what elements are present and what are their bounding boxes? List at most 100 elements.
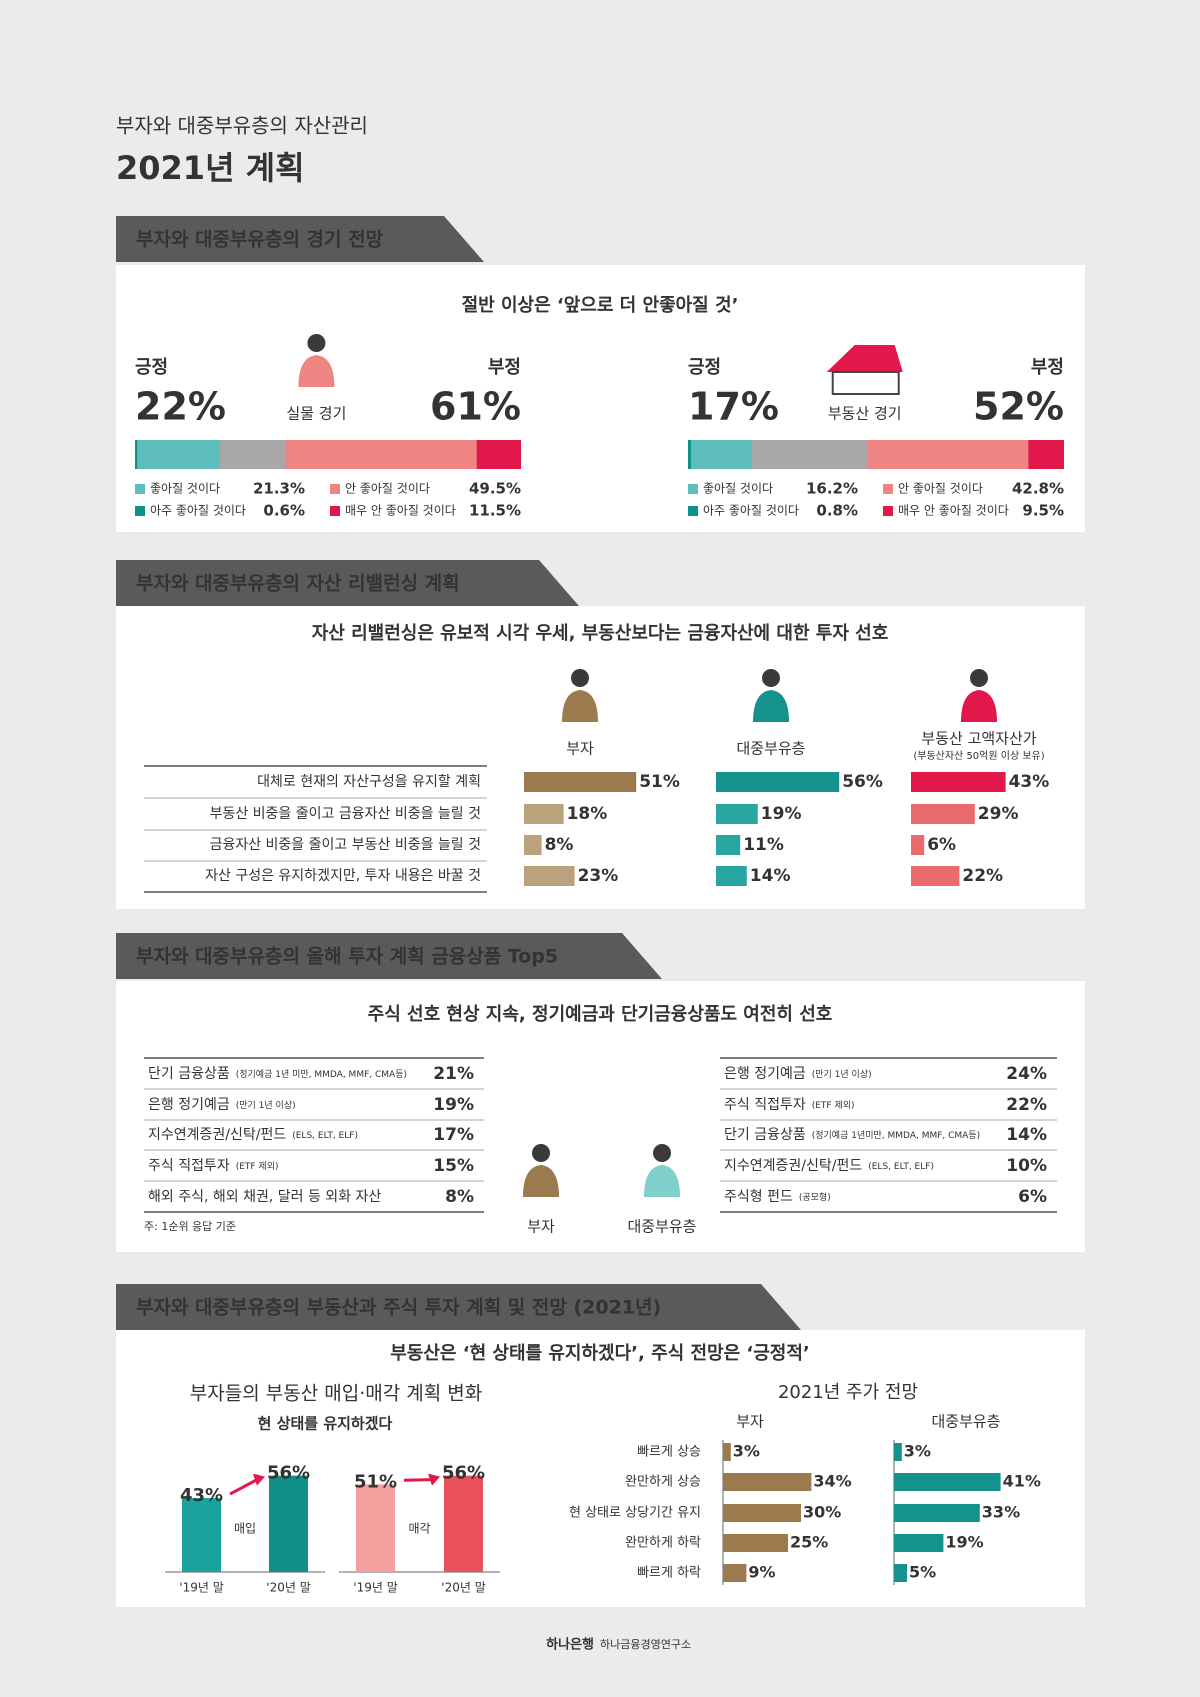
- icon: [762, 669, 780, 687]
- legend-value: 0.8%: [816, 502, 858, 520]
- bar-label: 51%: [639, 772, 680, 792]
- legend-swatch: [883, 484, 893, 494]
- bar: [894, 1504, 980, 1522]
- bar-label: 14%: [750, 866, 791, 886]
- legend-value: 49.5%: [469, 480, 521, 498]
- icon: [571, 669, 589, 687]
- item-value: 10%: [1006, 1156, 1047, 1176]
- item-label: 해외 주식, 해외 채권, 달러 등 외화 자산: [148, 1189, 381, 1205]
- bar: [444, 1475, 483, 1572]
- icon: [753, 690, 789, 722]
- icon: [298, 355, 335, 387]
- icon: [307, 334, 326, 352]
- bar-label: 19%: [761, 804, 802, 824]
- arrow-head: [253, 1473, 265, 1486]
- item-value: 6%: [1018, 1187, 1047, 1207]
- group-note: (부동산자산 50억원 이상 보유): [913, 750, 1044, 762]
- item-name: 단기 금융상품 (정기예금 1년 미만, MMDA, MMF, CMA등): [148, 1066, 407, 1082]
- legend-value: 16.2%: [806, 480, 858, 498]
- item-value: 14%: [1006, 1125, 1047, 1145]
- series-name: 대중부유층: [931, 1413, 1000, 1431]
- bar: [911, 835, 925, 855]
- bar-label: 3%: [733, 1442, 760, 1461]
- bar-label: 3%: [904, 1442, 931, 1461]
- bar: [524, 835, 542, 855]
- footer-bank: 하나은행: [546, 1637, 594, 1653]
- bar: [356, 1484, 395, 1572]
- legend-value: 0.6%: [263, 502, 305, 520]
- section-banner: [116, 933, 662, 979]
- icon: [831, 371, 900, 395]
- bar-segment: [285, 440, 477, 469]
- title: 2021년 계획: [116, 149, 305, 187]
- subtitle: 부자와 대중부유층의 자산관리: [116, 114, 368, 138]
- icon: [532, 1144, 550, 1162]
- item-note: (ETF 제외): [236, 1160, 279, 1172]
- item-label: 은행 정기예금: [724, 1066, 806, 1082]
- bar-label: 56%: [442, 1463, 485, 1484]
- legend-value: 11.5%: [469, 502, 521, 520]
- legend-label: 아주 좋아질 것이다: [703, 504, 799, 518]
- section-heading: 부자와 대중부유층의 자산 리밸런싱 계획: [136, 573, 460, 595]
- bar: [894, 1443, 902, 1461]
- legend-label: 좋아질 것이다: [150, 482, 220, 496]
- item-note: (공모형): [799, 1192, 831, 1203]
- headline: 자산 리밸런싱은 유보적 시각 우세, 부동산보다는 금융자산에 대한 투자 선…: [312, 623, 889, 644]
- item-name: 해외 주식, 해외 채권, 달러 등 외화 자산: [148, 1189, 381, 1205]
- period-label: '19년 말: [179, 1581, 223, 1595]
- bar-label: 30%: [803, 1503, 841, 1522]
- bar: [524, 866, 575, 886]
- bar-label: 29%: [978, 804, 1019, 824]
- item-note: (ELS, ELT, ELF): [292, 1131, 358, 1141]
- legend-label: 아주 좋아질 것이다: [150, 504, 246, 518]
- period-label: '20년 말: [266, 1581, 310, 1595]
- bar: [894, 1564, 907, 1582]
- arrow-head: [428, 1473, 440, 1486]
- section-heading: 부자와 대중부유층의 부동산과 주식 투자 계획 및 전망 (2021년): [136, 1297, 661, 1319]
- bar-label: 33%: [982, 1503, 1020, 1522]
- negative-label: 부정: [488, 357, 521, 378]
- bar-segment: [137, 440, 220, 469]
- icon: [961, 690, 997, 722]
- bar: [524, 772, 637, 792]
- item-value: 21%: [433, 1064, 474, 1084]
- item-label: 은행 정기예금: [148, 1097, 230, 1113]
- bar: [894, 1534, 944, 1552]
- chart-subtitle: 현 상태를 유지하겠다: [258, 1415, 393, 1433]
- legend-swatch: [688, 506, 698, 516]
- negative-label: 부정: [1031, 357, 1064, 378]
- bar-label: 22%: [962, 866, 1003, 886]
- bar-label: 34%: [813, 1472, 851, 1491]
- bar: [911, 866, 960, 886]
- panel: [116, 981, 1085, 1252]
- legend-swatch: [330, 484, 340, 494]
- legend-label: 매우 안 좋아질 것이다: [898, 504, 1009, 518]
- arrow: [403, 1478, 433, 1482]
- group-name: 매입: [234, 1522, 256, 1536]
- bar: [716, 772, 840, 792]
- legend-swatch: [330, 506, 340, 516]
- positive-label: 긍정: [688, 357, 721, 378]
- headline: 주식 선호 현상 지속, 정기예금과 단기금융상품도 여전히 선호: [368, 1004, 833, 1025]
- period-label: '20년 말: [441, 1581, 485, 1595]
- legend-swatch: [883, 506, 893, 516]
- section-heading: 부자와 대중부유층의 경기 전망: [136, 229, 384, 251]
- item-name: 은행 정기예금 (만기 1년 이상): [148, 1097, 296, 1113]
- bar-label: 9%: [748, 1563, 775, 1582]
- icon: [653, 1144, 671, 1162]
- item-name: 주식형 펀드 (공모형): [724, 1189, 831, 1205]
- row-label: 대체로 현재의 자산구성을 유지할 계획: [257, 774, 481, 790]
- item-value: 24%: [1006, 1064, 1047, 1084]
- legend-swatch: [688, 484, 698, 494]
- item-value: 15%: [433, 1156, 474, 1176]
- item-name: 주식 직접투자 (ETF 제외): [148, 1158, 279, 1174]
- bar-segment: [1028, 440, 1064, 469]
- bar-label: 56%: [842, 772, 883, 792]
- item-value: 8%: [445, 1187, 474, 1207]
- panel: [116, 265, 1085, 532]
- positive-value: 22%: [135, 385, 226, 429]
- category-label: 현 상태로 상당기간 유지: [569, 1506, 701, 1521]
- item-label: 주식형 펀드: [724, 1189, 793, 1205]
- section-heading: 부자와 대중부유층의 올해 투자 계획 금융상품 Top5: [136, 946, 558, 968]
- negative-value: 61%: [430, 385, 521, 429]
